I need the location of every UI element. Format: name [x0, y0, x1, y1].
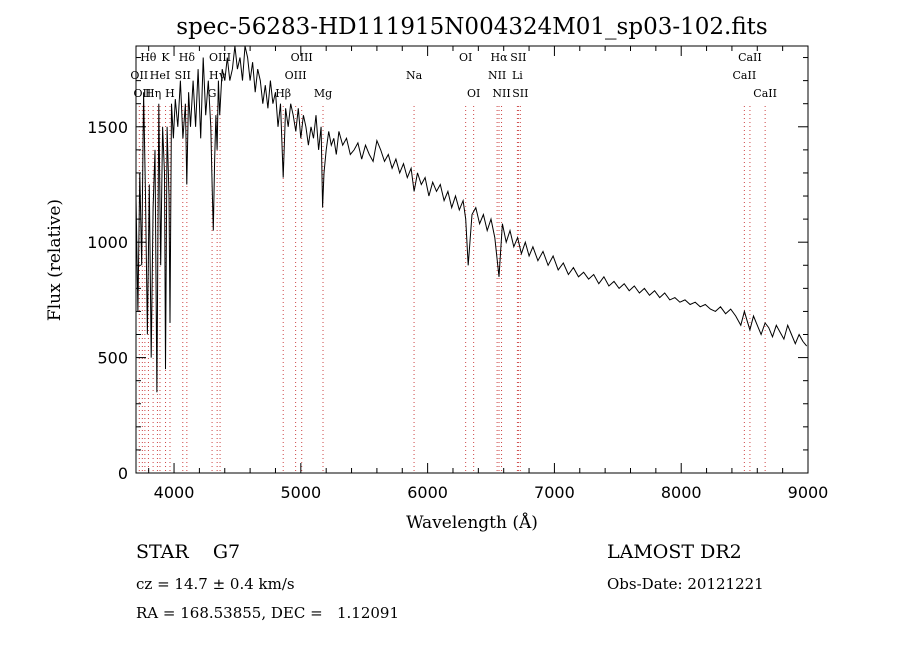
line-label-5: OI — [459, 51, 472, 64]
x-tick-label-4: 8000 — [661, 483, 702, 502]
line-label-1: K — [161, 51, 170, 64]
chart-title: spec-56283-HD111915N004324M01_sp03-102.f… — [176, 14, 767, 40]
line-label-15: NII — [488, 69, 506, 82]
x-tick-label-1: 5000 — [280, 483, 321, 502]
line-label-14: Na — [406, 69, 423, 82]
x-axis-label: Wavelength (Å) — [406, 512, 538, 533]
spectral-line-markers — [138, 106, 766, 473]
line-label-11: SII — [175, 69, 191, 82]
x-tick-label-2: 6000 — [407, 483, 448, 502]
line-label-21: G — [208, 87, 217, 100]
y-axis: 0 500 1000 1500 — [87, 57, 808, 483]
line-label-4: OIII — [291, 51, 313, 64]
plot-frame — [135, 45, 809, 474]
x-tick-label-0: 4000 — [154, 483, 195, 502]
line-label-25: NII — [492, 87, 510, 100]
redshift-info: cz = 14.7 ± 0.4 km/s — [136, 575, 295, 593]
line-label-17: CaII — [733, 69, 757, 82]
line-label-9: OII — [130, 69, 148, 82]
line-label-26: SII — [512, 87, 528, 100]
y-tick-label-1: 500 — [97, 349, 128, 368]
line-label-22: Hβ — [275, 87, 291, 100]
line-label-24: OI — [467, 87, 480, 100]
x-tick-label-3: 7000 — [534, 483, 575, 502]
x-axis: 4000 5000 6000 7000 8000 9000 — [148, 46, 829, 502]
line-label-27: CaII — [753, 87, 777, 100]
line-label-23: Mg — [314, 87, 332, 100]
line-label-20: H — [165, 87, 175, 100]
survey-name: LAMOST DR2 — [607, 541, 742, 563]
line-label-8: CaII — [738, 51, 762, 64]
y-axis-label: Flux (relative) — [45, 199, 65, 321]
line-label-16: Li — [512, 69, 523, 82]
object-class: STAR G7 — [136, 541, 241, 563]
line-label-6: Hα — [490, 51, 508, 64]
line-label-18: OII — [133, 87, 151, 100]
y-tick-label-2: 1000 — [87, 233, 128, 252]
line-label-3: OIII — [209, 51, 231, 64]
coordinates: RA = 168.53855, DEC = 1.12091 — [136, 604, 400, 622]
line-label-19: Hη — [145, 87, 161, 100]
y-tick-label-0: 0 — [118, 464, 128, 483]
x-tick-label-5: 9000 — [788, 483, 829, 502]
line-label-13: OIII — [285, 69, 307, 82]
line-label-0: Hθ — [140, 51, 157, 64]
y-tick-label-3: 1500 — [87, 118, 128, 137]
observation-date: Obs-Date: 20121221 — [607, 575, 764, 593]
line-label-2: Hδ — [179, 51, 196, 64]
line-label-10: HeI — [150, 69, 170, 82]
line-label-7: SII — [510, 51, 526, 64]
spectrum-series-line — [135, 45, 808, 393]
